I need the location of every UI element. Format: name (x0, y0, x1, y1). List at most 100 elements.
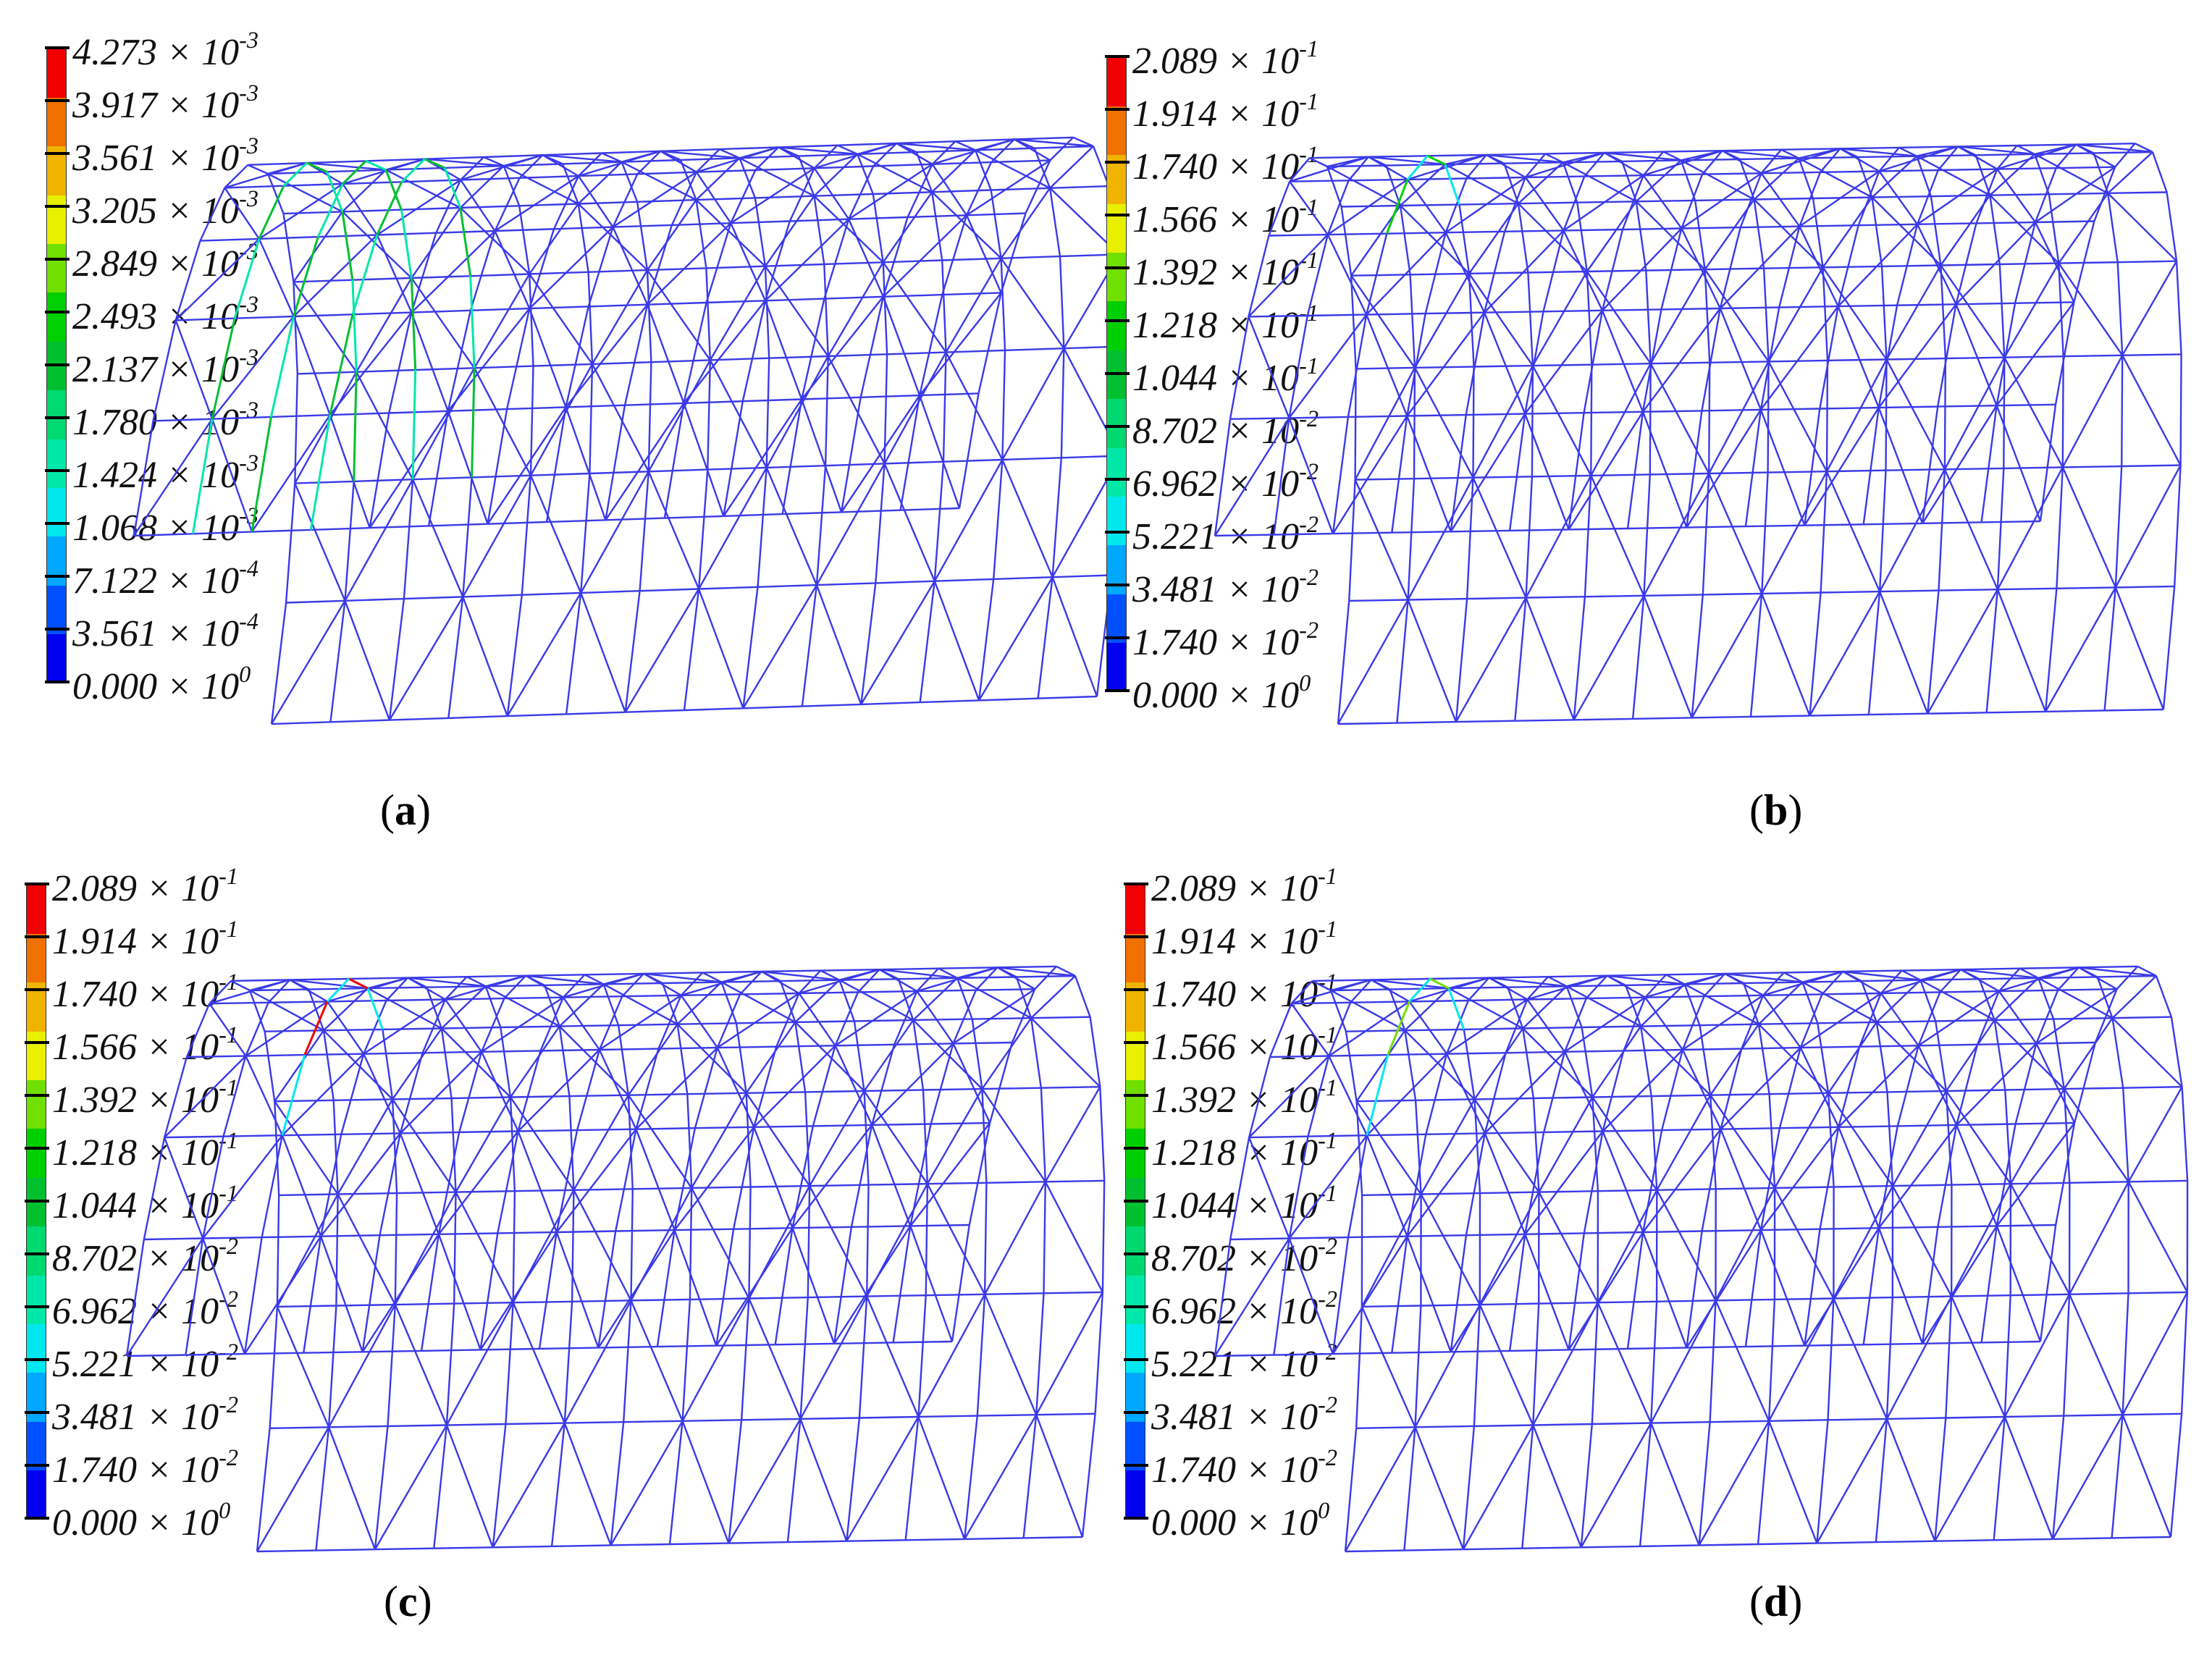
colorbar-tick (25, 1358, 49, 1361)
mesh-member (1444, 164, 1519, 205)
mesh-member (1960, 969, 2039, 980)
mesh-member (2114, 143, 2136, 168)
mesh-member (1644, 972, 1725, 998)
mesh-member (813, 144, 838, 169)
mesh-member (857, 969, 880, 993)
mesh-member (2017, 144, 2035, 155)
mesh-member (2055, 143, 2077, 169)
mesh-member (1526, 974, 1607, 1001)
mesh-member (912, 1019, 925, 1090)
mesh-member (1577, 201, 1636, 203)
mesh-member (211, 316, 295, 420)
mesh-member (1767, 266, 1824, 362)
mesh-member (647, 267, 707, 271)
mesh-member (411, 207, 461, 279)
mesh-member (2039, 404, 2057, 522)
mesh-member (1825, 358, 1888, 472)
mesh-member (1414, 1426, 1465, 1550)
mesh-member (2003, 1295, 2011, 1418)
mesh-member (484, 154, 543, 159)
mesh-member (1455, 597, 1527, 723)
mesh-member (1332, 1236, 1408, 1355)
mesh-member (1289, 156, 1369, 182)
mesh-member (1774, 1187, 1835, 1300)
mesh-member (185, 1003, 211, 1058)
mesh-member (455, 1192, 514, 1303)
mesh-member (411, 309, 471, 313)
mesh-member (636, 201, 649, 271)
mesh-member (933, 581, 980, 701)
mesh-member (1345, 1031, 1358, 1102)
mesh-member (809, 1184, 869, 1187)
mesh-member (1828, 1022, 1877, 1094)
mesh-member (441, 1026, 501, 1029)
mesh-member (1406, 416, 1452, 532)
mesh-member (481, 996, 564, 1053)
mesh-member (1327, 232, 1387, 236)
mesh-member (1473, 1305, 1481, 1426)
mesh-member (632, 1187, 692, 1190)
mesh-member (411, 230, 496, 313)
mesh-member (507, 406, 566, 410)
mesh-member (991, 138, 1015, 163)
mesh-member (1420, 1193, 1481, 1305)
mesh-member (815, 584, 862, 705)
mesh-member (1568, 1231, 1644, 1351)
mesh-member (799, 1296, 868, 1420)
mesh-member (530, 472, 590, 476)
mesh-member (820, 969, 880, 972)
mesh-member (706, 300, 766, 304)
mesh-member (981, 1017, 1033, 1090)
mesh-member (1651, 1094, 1711, 1098)
mesh-member (624, 402, 684, 406)
mesh-member (1681, 1049, 1722, 1130)
mesh-member (1686, 409, 1762, 528)
mesh-member (778, 144, 838, 148)
mesh-member (742, 586, 759, 709)
mesh-member (1366, 232, 1447, 316)
colorbar-tick-label: 3.481 × 10-2 (52, 1391, 238, 1439)
mesh-member (1898, 146, 1917, 157)
mesh-member (1842, 970, 1882, 995)
mesh-member (2075, 143, 2116, 168)
mesh-member (1522, 985, 1568, 1029)
mesh-member (505, 1302, 514, 1425)
mesh-member (1371, 979, 1450, 990)
mesh-member (1989, 194, 2060, 264)
colorbar-gradient (1125, 884, 1145, 1520)
mesh-member (174, 240, 201, 321)
mesh-member (1415, 1425, 1474, 1428)
mesh-member (1710, 1420, 1770, 1423)
mesh-member (153, 418, 213, 422)
mesh-member (1649, 472, 1710, 476)
panel-a: 4.273 × 10-3 3.917 × 10-3 3.561 × 10-3 3.20… (0, 0, 1124, 834)
mesh-member (1872, 195, 1931, 198)
mesh-member (2019, 967, 2079, 969)
mesh-member (1622, 227, 1682, 231)
mesh-member (1472, 366, 1475, 478)
mesh-member (2111, 975, 2157, 1019)
mesh-member (696, 148, 720, 173)
mesh-member (710, 357, 770, 361)
mesh-member (930, 1121, 991, 1125)
mesh-member (550, 1423, 565, 1547)
mesh-member (271, 414, 330, 418)
colorbar-band (1126, 1226, 1145, 1276)
mesh-member (1031, 1016, 1090, 1019)
mesh-member (1680, 160, 1696, 201)
mesh-member (306, 161, 387, 171)
mesh-member (469, 276, 476, 369)
mesh-member (344, 481, 355, 601)
mesh-member (450, 1098, 457, 1192)
mesh-member (1801, 982, 1819, 1024)
mesh-member (342, 209, 402, 213)
mesh-member (976, 1294, 986, 1416)
mesh-member (1000, 258, 1006, 350)
mesh-member (968, 1122, 991, 1226)
mesh-member (860, 581, 935, 705)
mesh-member (1891, 1090, 1947, 1187)
mesh-member (975, 149, 1051, 189)
mesh-member (765, 263, 825, 267)
mesh-member (1691, 593, 1763, 718)
mesh-member (657, 995, 682, 1050)
